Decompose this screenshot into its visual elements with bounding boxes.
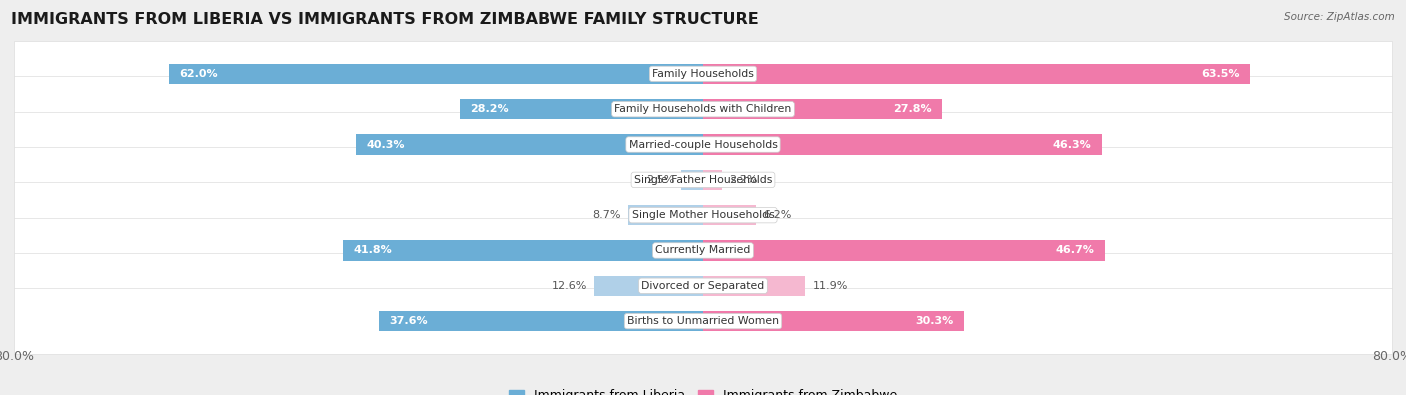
- Legend: Immigrants from Liberia, Immigrants from Zimbabwe: Immigrants from Liberia, Immigrants from…: [505, 384, 901, 395]
- Bar: [169, 64, 703, 84]
- Text: 63.5%: 63.5%: [1201, 69, 1240, 79]
- Text: Source: ZipAtlas.com: Source: ZipAtlas.com: [1284, 12, 1395, 22]
- Bar: [703, 205, 756, 226]
- Bar: [703, 311, 965, 331]
- Bar: [703, 240, 1105, 261]
- Bar: [703, 134, 1102, 155]
- Text: 8.7%: 8.7%: [593, 210, 621, 220]
- Text: 30.3%: 30.3%: [915, 316, 953, 326]
- Bar: [703, 169, 721, 190]
- Bar: [14, 218, 1392, 283]
- Text: 28.2%: 28.2%: [471, 104, 509, 114]
- Text: 37.6%: 37.6%: [389, 316, 429, 326]
- Bar: [14, 76, 1392, 142]
- Text: 40.3%: 40.3%: [367, 139, 405, 150]
- Text: 11.9%: 11.9%: [813, 281, 848, 291]
- Text: 27.8%: 27.8%: [893, 104, 932, 114]
- Text: Married-couple Households: Married-couple Households: [628, 139, 778, 150]
- Text: Divorced or Separated: Divorced or Separated: [641, 281, 765, 291]
- Bar: [14, 182, 1392, 248]
- Text: Family Households: Family Households: [652, 69, 754, 79]
- Text: 2.5%: 2.5%: [647, 175, 675, 185]
- Bar: [14, 253, 1392, 319]
- Bar: [595, 276, 703, 296]
- Bar: [343, 240, 703, 261]
- Text: Births to Unmarried Women: Births to Unmarried Women: [627, 316, 779, 326]
- Text: Currently Married: Currently Married: [655, 245, 751, 256]
- Bar: [628, 205, 703, 226]
- Bar: [14, 288, 1392, 354]
- Text: 12.6%: 12.6%: [553, 281, 588, 291]
- Text: 46.3%: 46.3%: [1053, 139, 1091, 150]
- Text: 46.7%: 46.7%: [1056, 245, 1095, 256]
- Bar: [703, 64, 1250, 84]
- Text: IMMIGRANTS FROM LIBERIA VS IMMIGRANTS FROM ZIMBABWE FAMILY STRUCTURE: IMMIGRANTS FROM LIBERIA VS IMMIGRANTS FR…: [11, 12, 759, 27]
- Text: 62.0%: 62.0%: [180, 69, 218, 79]
- Bar: [14, 112, 1392, 177]
- Bar: [460, 99, 703, 119]
- Bar: [356, 134, 703, 155]
- Bar: [14, 147, 1392, 213]
- Text: 41.8%: 41.8%: [353, 245, 392, 256]
- Bar: [703, 99, 942, 119]
- Text: Single Father Households: Single Father Households: [634, 175, 772, 185]
- Text: Single Mother Households: Single Mother Households: [631, 210, 775, 220]
- Bar: [682, 169, 703, 190]
- Text: 6.2%: 6.2%: [763, 210, 792, 220]
- Bar: [14, 41, 1392, 107]
- Bar: [380, 311, 703, 331]
- Text: Family Households with Children: Family Households with Children: [614, 104, 792, 114]
- Text: 2.2%: 2.2%: [728, 175, 758, 185]
- Bar: [703, 276, 806, 296]
